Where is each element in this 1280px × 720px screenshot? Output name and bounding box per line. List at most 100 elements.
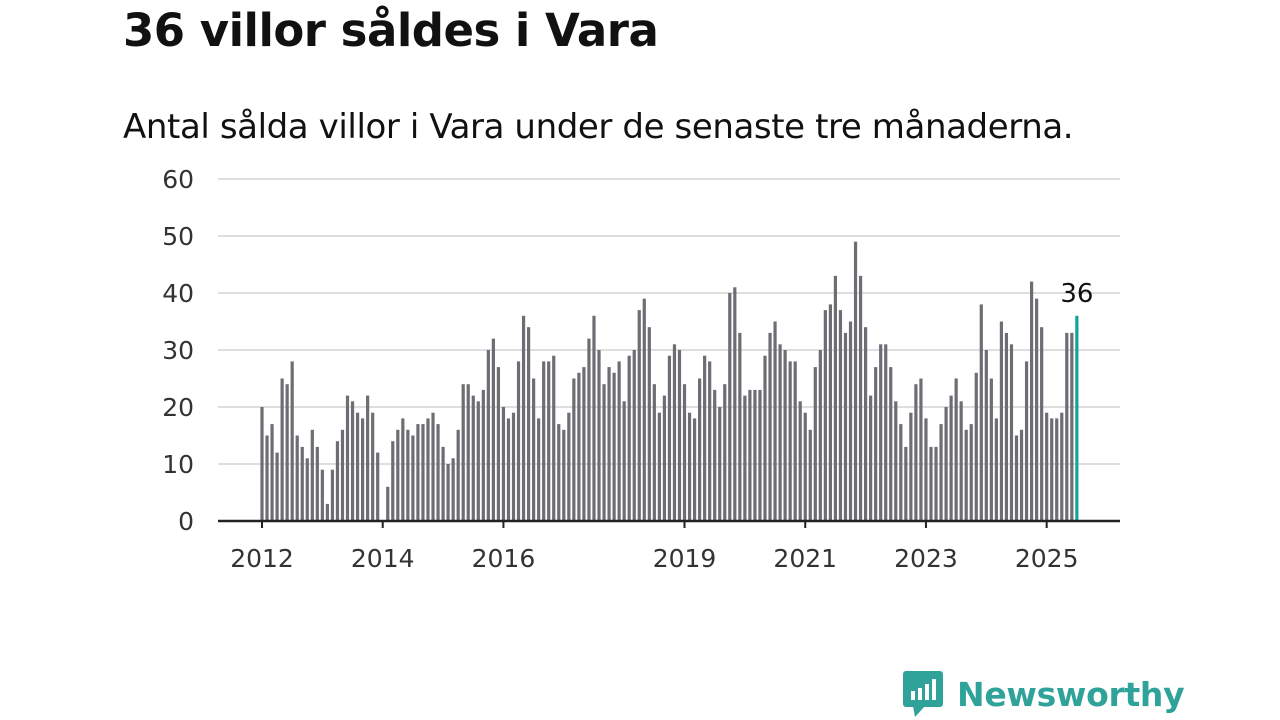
bar	[768, 332, 772, 521]
bar	[340, 429, 345, 521]
bar	[391, 441, 395, 521]
bar	[627, 355, 631, 521]
bar	[1004, 332, 1009, 521]
bar	[778, 344, 782, 521]
chart-subtitle: Antal sålda villor i Vara under de senas…	[123, 107, 1074, 147]
bars	[260, 241, 1079, 521]
bar	[642, 298, 646, 521]
bar	[361, 418, 365, 521]
bar	[864, 327, 868, 521]
bar	[466, 384, 470, 521]
highlight-bar	[1075, 315, 1079, 521]
bar	[632, 350, 636, 521]
bar	[874, 367, 878, 521]
bar	[366, 395, 370, 521]
bar	[803, 412, 807, 521]
bar	[355, 412, 360, 521]
bar	[703, 355, 707, 521]
bar	[637, 310, 641, 521]
bar	[411, 435, 415, 521]
bar	[964, 429, 968, 521]
bar	[1040, 327, 1044, 521]
bar	[350, 401, 355, 521]
bar	[843, 332, 848, 521]
bar	[813, 367, 817, 521]
bar	[305, 458, 309, 521]
bar	[869, 395, 873, 521]
bar	[773, 321, 777, 521]
bar	[1065, 332, 1069, 521]
y-tick-label-10: 10	[162, 450, 194, 479]
x-tick-label-2012: 2012	[230, 544, 294, 573]
bar	[587, 338, 591, 521]
bar	[919, 378, 923, 521]
bar	[984, 350, 988, 521]
bar	[280, 378, 284, 521]
bar	[1045, 412, 1049, 521]
bar	[506, 418, 511, 521]
bar	[914, 384, 918, 521]
bar	[547, 361, 551, 521]
bar	[612, 372, 616, 521]
bar	[904, 446, 908, 521]
bar	[924, 418, 928, 521]
bar	[662, 395, 666, 521]
newsworthy-logo: Newsworthy	[903, 671, 1185, 717]
bar	[1029, 281, 1034, 521]
bar	[592, 315, 596, 521]
bar	[396, 429, 400, 521]
chart-title: 36 villor såldes i Vara	[123, 4, 659, 57]
bar	[476, 401, 480, 521]
bar	[496, 367, 501, 521]
y-tick-label-0: 0	[178, 507, 194, 536]
bar	[371, 412, 375, 521]
bar	[672, 344, 677, 521]
bar	[295, 435, 299, 521]
bar	[607, 367, 611, 521]
bar	[335, 441, 340, 521]
bar	[798, 401, 802, 521]
brand-name: Newsworthy	[957, 674, 1185, 714]
bar	[421, 424, 425, 521]
bar	[1035, 298, 1039, 521]
bar	[828, 304, 832, 521]
bar	[728, 293, 732, 521]
bar	[793, 361, 797, 521]
bar	[708, 361, 712, 521]
bar	[330, 469, 335, 521]
bar	[542, 361, 546, 521]
y-tick-label-20: 20	[162, 393, 194, 422]
bar	[818, 350, 822, 521]
bar	[471, 395, 475, 521]
bar	[979, 304, 983, 521]
bar	[949, 395, 953, 521]
bar	[315, 446, 319, 521]
y-tick-label-30: 30	[162, 336, 194, 365]
bar	[858, 275, 863, 521]
bar	[884, 344, 888, 521]
bar	[743, 395, 747, 521]
bar	[320, 469, 324, 521]
bar	[345, 395, 350, 521]
bar	[1024, 361, 1029, 521]
y-tick-label-60: 60	[162, 165, 194, 194]
bar	[501, 407, 506, 521]
bar	[526, 327, 531, 521]
bar	[386, 486, 390, 521]
bar	[1055, 418, 1059, 521]
bar	[406, 429, 410, 521]
bar	[823, 310, 827, 521]
bar	[718, 407, 722, 521]
bar	[310, 429, 314, 521]
bar	[939, 424, 943, 521]
bar	[934, 446, 938, 521]
bar	[677, 350, 682, 521]
bar	[270, 424, 274, 521]
bar	[657, 412, 661, 521]
bar	[879, 344, 883, 521]
bar	[753, 389, 757, 521]
bar	[622, 401, 626, 521]
bar	[557, 424, 561, 521]
bar	[582, 367, 586, 521]
x-tick-label-2014: 2014	[351, 544, 415, 573]
